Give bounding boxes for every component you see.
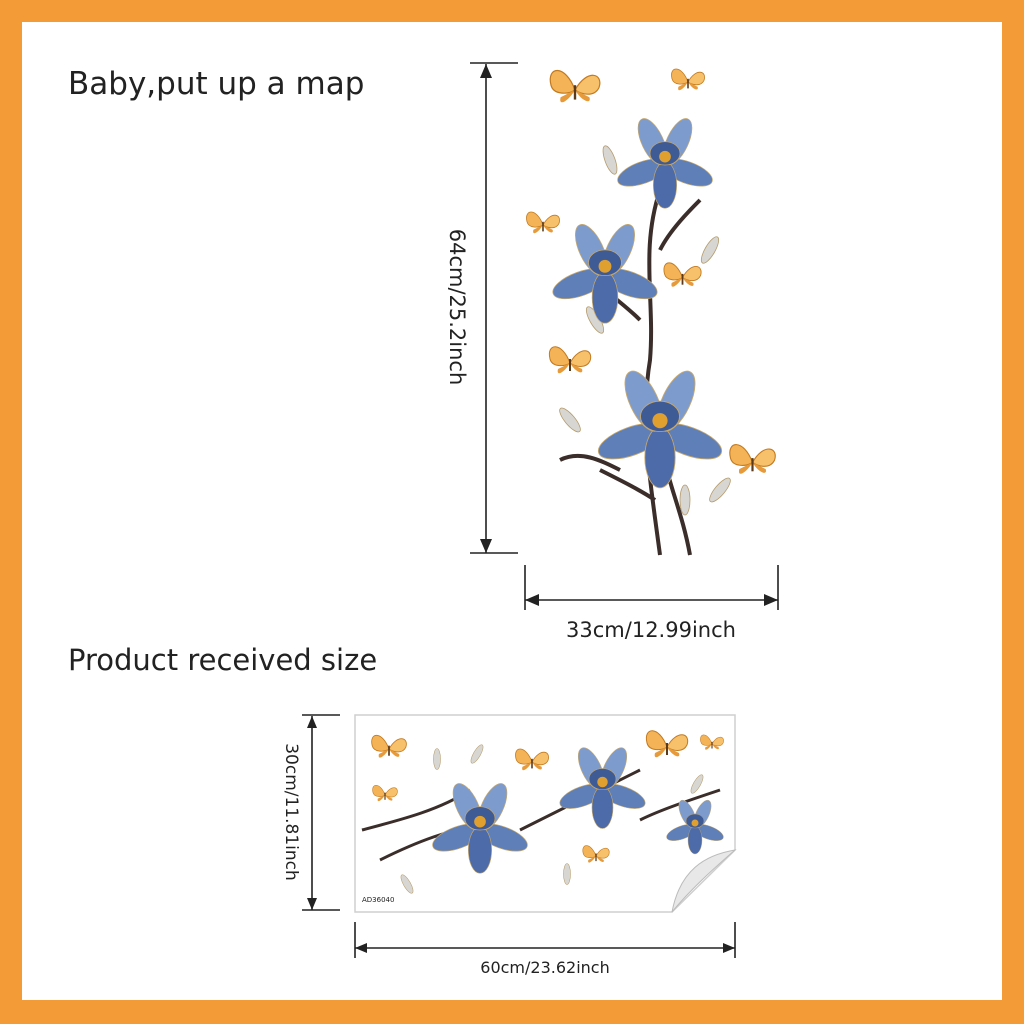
height-dimension bbox=[470, 62, 518, 554]
bottom-width-label: 60cm/23.62inch bbox=[480, 958, 609, 977]
top-height-label: 64cm/25.2inch bbox=[445, 229, 469, 386]
bottom-height-dimension bbox=[302, 714, 340, 911]
vertical-artwork bbox=[525, 68, 777, 556]
bottom-caption: Product received size bbox=[68, 643, 377, 677]
width-dimension bbox=[524, 565, 779, 610]
bottom-width-dimension bbox=[354, 922, 736, 958]
sticker-sheet: AD36040 bbox=[354, 714, 737, 913]
product-code: AD36040 bbox=[362, 896, 394, 904]
bottom-height-label: 30cm/11.81inch bbox=[281, 743, 301, 881]
top-width-label: 33cm/12.99inch bbox=[566, 618, 736, 642]
top-caption: Baby,put up a map bbox=[68, 66, 364, 102]
